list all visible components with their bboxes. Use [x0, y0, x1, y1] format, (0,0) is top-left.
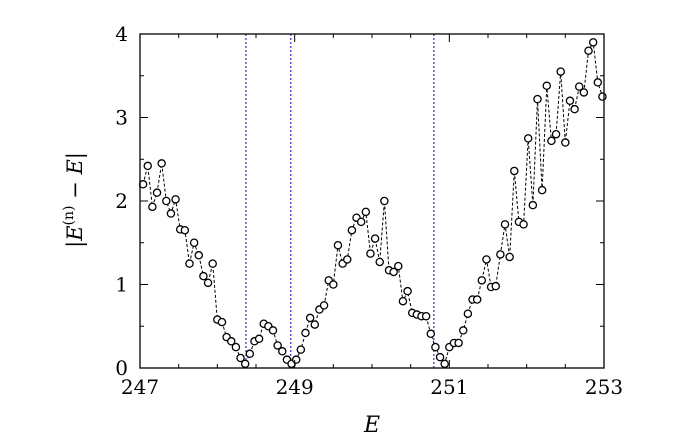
x-tick-label: 249 [276, 375, 314, 399]
x-tick-label: 251 [430, 375, 468, 399]
data-point [329, 280, 338, 289]
data-point [162, 196, 171, 206]
data-point [528, 200, 538, 210]
x-tick-label: 247 [121, 375, 159, 399]
x-tick-label: 253 [585, 375, 623, 399]
data-point [584, 46, 593, 55]
data-point [231, 342, 241, 352]
data-point [152, 188, 162, 197]
data-point [482, 255, 491, 264]
data-point [426, 329, 436, 339]
data-point [240, 359, 250, 369]
y-tick-label: 3 [115, 106, 128, 130]
data-point [301, 328, 310, 338]
data-point [185, 259, 194, 268]
data-point [166, 209, 176, 218]
data-point [343, 255, 352, 264]
y-tick-label: 2 [115, 189, 128, 213]
data-point [570, 104, 579, 114]
data-point [319, 301, 329, 310]
data-point [394, 261, 403, 271]
data-point [245, 349, 255, 359]
data-point [180, 225, 190, 235]
data-point [236, 353, 245, 363]
data-point [157, 159, 166, 168]
data-point [575, 82, 584, 91]
data-point [273, 341, 282, 350]
data-point [333, 241, 343, 250]
data-point [551, 129, 561, 139]
x-ticks: 247 249 251 253 [121, 34, 623, 399]
data-point [505, 252, 514, 262]
data-point [296, 345, 306, 354]
data-point [454, 338, 463, 348]
data-point [189, 238, 199, 247]
x-axis-label: E [363, 413, 380, 438]
data-point [510, 166, 519, 176]
data-point [463, 309, 473, 318]
y-tick-label: 1 [115, 273, 128, 297]
axes-frame [139, 33, 605, 369]
data-point [208, 259, 217, 268]
data-point [500, 220, 510, 229]
data-point [598, 92, 607, 101]
data-point [496, 250, 505, 259]
data-point [366, 249, 375, 258]
data-point [148, 202, 157, 212]
data-point [291, 355, 301, 364]
data-point [565, 96, 575, 106]
data-point [491, 281, 500, 291]
data-point [421, 311, 431, 321]
data-point [556, 67, 565, 76]
y-tick-label: 4 [115, 22, 128, 46]
data-point [477, 276, 487, 285]
data-point [523, 134, 533, 143]
data-point [310, 320, 320, 329]
data-point [171, 195, 180, 204]
data-point [143, 161, 152, 171]
data-point [217, 317, 227, 327]
plot-frame [139, 33, 605, 369]
data-point [542, 81, 552, 91]
data-point [380, 196, 389, 206]
data-point [472, 295, 482, 304]
vertical-reference-lines [245, 34, 435, 368]
data-point [431, 342, 440, 352]
data-point [278, 347, 287, 356]
data-point [519, 220, 528, 229]
data-point [375, 257, 384, 267]
data-point [398, 296, 408, 306]
data-point [579, 88, 589, 97]
data-point [403, 286, 412, 296]
data-point [547, 136, 556, 146]
data-point [305, 313, 315, 323]
data-point [203, 278, 213, 288]
data-point [440, 359, 449, 369]
data-point [361, 207, 371, 217]
data-point [593, 78, 603, 87]
data-point [268, 326, 278, 335]
y-axis-label: |E(n) − E| [61, 152, 88, 248]
data-point [389, 267, 398, 277]
y-tick-label: 0 [115, 356, 128, 380]
data-point [537, 185, 547, 195]
data-point [194, 251, 204, 260]
data-points [138, 38, 607, 369]
data-point [227, 337, 236, 346]
data-point [459, 326, 468, 335]
data-point [533, 94, 542, 104]
data-point [356, 217, 366, 227]
data-point [347, 225, 357, 235]
data-point [370, 234, 380, 243]
data-point [588, 38, 598, 47]
data-point [254, 334, 264, 344]
data-point [561, 138, 570, 147]
data-point [199, 271, 208, 281]
data-point [435, 352, 445, 362]
y-ticks: 0 1 2 3 4 [115, 22, 604, 380]
